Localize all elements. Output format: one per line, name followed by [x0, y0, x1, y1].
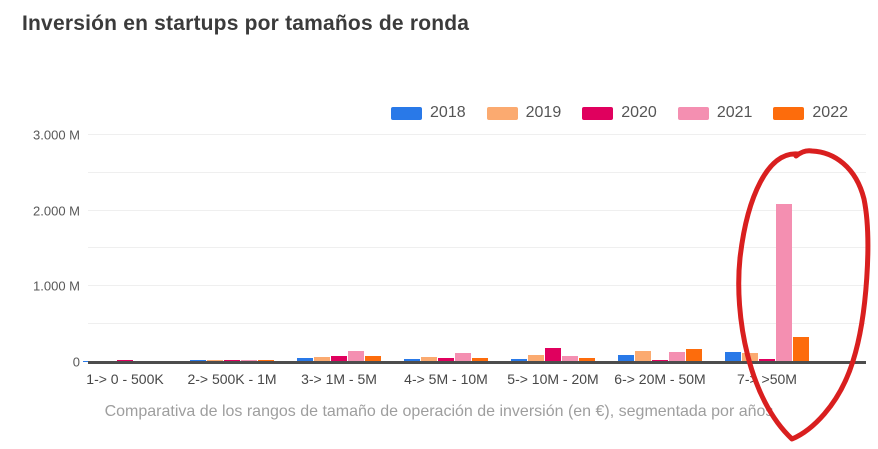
legend-label: 2021: [716, 104, 753, 121]
bar-2019-group4: [421, 356, 437, 361]
bar-2018-group5: [511, 359, 527, 361]
bar-2021-group5: [562, 356, 578, 361]
bar-2019-group3: [314, 357, 330, 361]
legend-label: 2020: [621, 104, 657, 121]
bar-2022-group4: [472, 357, 488, 361]
bar-2022-group3: [365, 356, 381, 361]
bar-2020-group5: [545, 347, 561, 361]
bar-2020-group2: [224, 360, 240, 361]
bar-2021-group6: [669, 351, 685, 361]
bar-2020-group3: [331, 355, 347, 361]
x-axis-category-label: 6-> 20M - 50M: [614, 371, 706, 387]
legend-item-2020: 2020: [582, 104, 657, 122]
bar-2022-group6: [686, 348, 702, 361]
bar-2018-group4: [404, 359, 420, 361]
legend-item-2022: 2022: [773, 104, 848, 122]
bar-2020-group4: [438, 358, 454, 361]
bar-2019-group5: [528, 354, 544, 361]
legend-swatch-2020-icon: [582, 106, 614, 120]
chart-caption: Comparativa de los rangos de tamaño de o…: [104, 403, 774, 420]
legend-label: 2018: [430, 104, 466, 121]
y-axis-tick-label: 1.000 M: [33, 278, 80, 294]
legend-swatch-2021-icon: [677, 106, 709, 120]
gridline: [88, 171, 866, 173]
bar-2022-group7: [793, 337, 809, 361]
y-axis-tick-label: 0: [72, 354, 80, 370]
gridline: [88, 133, 866, 135]
legend-item-2018: 2018: [391, 104, 466, 122]
gridline: [88, 285, 866, 287]
legend-item-2021: 2021: [677, 104, 753, 122]
x-axis-category-label: 7-> >50M: [737, 371, 797, 387]
legend-label: 2022: [812, 104, 848, 121]
legend-swatch-2018-icon: [391, 106, 423, 120]
bar-2019-group7: [742, 352, 758, 361]
bar-2020-group1: [117, 360, 133, 361]
legend: 2018 2019 2020 2021 2022: [391, 104, 848, 122]
red-circle-stroke: [736, 148, 871, 442]
x-axis-category-label: 4-> 5M - 10M: [404, 371, 488, 387]
bar-2018-group2: [190, 360, 206, 361]
bar-2021-group2: [241, 360, 257, 361]
chart-title: Inversión en startups por tamaños de ron…: [22, 12, 470, 35]
x-axis-category-label: 3-> 1M - 5M: [301, 371, 377, 387]
gridline: [88, 323, 866, 325]
gridline: [88, 247, 866, 249]
x-axis-category-label: 5-> 10M - 20M: [507, 371, 599, 387]
legend-swatch-2022-icon: [773, 106, 805, 120]
bar-2021-group7: [776, 203, 792, 361]
legend-label: 2019: [525, 104, 562, 121]
y-axis-tick-label: 2.000 M: [33, 203, 80, 219]
y-axis-tick-label: 3.000 M: [33, 127, 80, 143]
x-axis-line: [88, 361, 866, 364]
legend-swatch-2019-icon: [486, 106, 518, 120]
gridline: [88, 209, 866, 211]
bar-2018-group6: [618, 355, 634, 361]
x-axis-category-label: 2-> 500K - 1M: [187, 371, 277, 387]
bar-2022-group5: [579, 358, 595, 361]
bar-2019-group2: [207, 360, 223, 361]
bar-2021-group3: [348, 351, 364, 361]
x-axis-category-label: 1-> 0 - 500K: [86, 371, 164, 387]
bar-2018-group7: [725, 352, 741, 361]
bar-2019-group6: [635, 350, 651, 361]
legend-item-2019: 2019: [486, 104, 562, 122]
bar-2021-group4: [455, 353, 471, 361]
bar-2020-group6: [652, 359, 668, 361]
bar-2018-group3: [297, 357, 313, 361]
bar-2022-group2: [258, 360, 274, 361]
